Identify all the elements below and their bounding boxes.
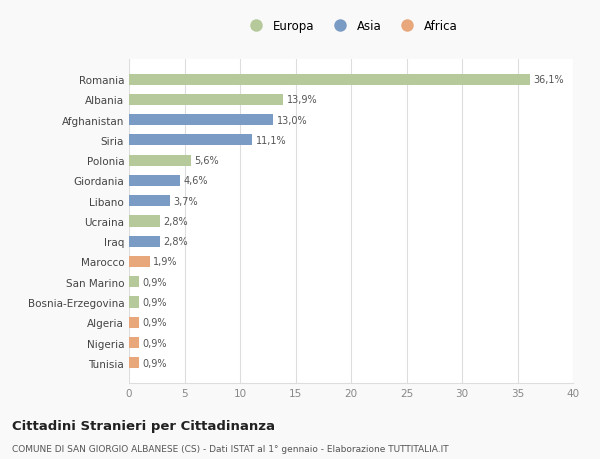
Text: 0,9%: 0,9% <box>142 277 167 287</box>
Text: COMUNE DI SAN GIORGIO ALBANESE (CS) - Dati ISTAT al 1° gennaio - Elaborazione TU: COMUNE DI SAN GIORGIO ALBANESE (CS) - Da… <box>12 444 449 453</box>
Bar <box>129 358 139 369</box>
Bar <box>129 95 283 106</box>
Text: 3,7%: 3,7% <box>173 196 198 206</box>
Bar <box>129 256 150 268</box>
Bar <box>129 277 139 288</box>
Bar <box>129 297 139 308</box>
Text: 2,8%: 2,8% <box>163 237 188 246</box>
Text: 11,1%: 11,1% <box>256 135 286 146</box>
Text: 36,1%: 36,1% <box>533 75 563 85</box>
Bar <box>129 155 191 166</box>
Text: 0,9%: 0,9% <box>142 318 167 328</box>
Legend: Europa, Asia, Africa: Europa, Asia, Africa <box>244 20 458 33</box>
Bar <box>129 216 160 227</box>
Bar <box>129 317 139 328</box>
Bar <box>129 115 274 126</box>
Text: 0,9%: 0,9% <box>142 297 167 308</box>
Bar <box>129 196 170 207</box>
Text: 13,9%: 13,9% <box>287 95 317 105</box>
Text: 5,6%: 5,6% <box>194 156 219 166</box>
Text: 0,9%: 0,9% <box>142 338 167 348</box>
Bar <box>129 236 160 247</box>
Text: 1,9%: 1,9% <box>154 257 178 267</box>
Text: Cittadini Stranieri per Cittadinanza: Cittadini Stranieri per Cittadinanza <box>12 419 275 432</box>
Bar <box>129 337 139 348</box>
Text: 4,6%: 4,6% <box>184 176 208 186</box>
Bar <box>129 74 530 85</box>
Text: 0,9%: 0,9% <box>142 358 167 368</box>
Text: 13,0%: 13,0% <box>277 115 307 125</box>
Bar <box>129 135 252 146</box>
Bar <box>129 175 180 187</box>
Text: 2,8%: 2,8% <box>163 217 188 226</box>
